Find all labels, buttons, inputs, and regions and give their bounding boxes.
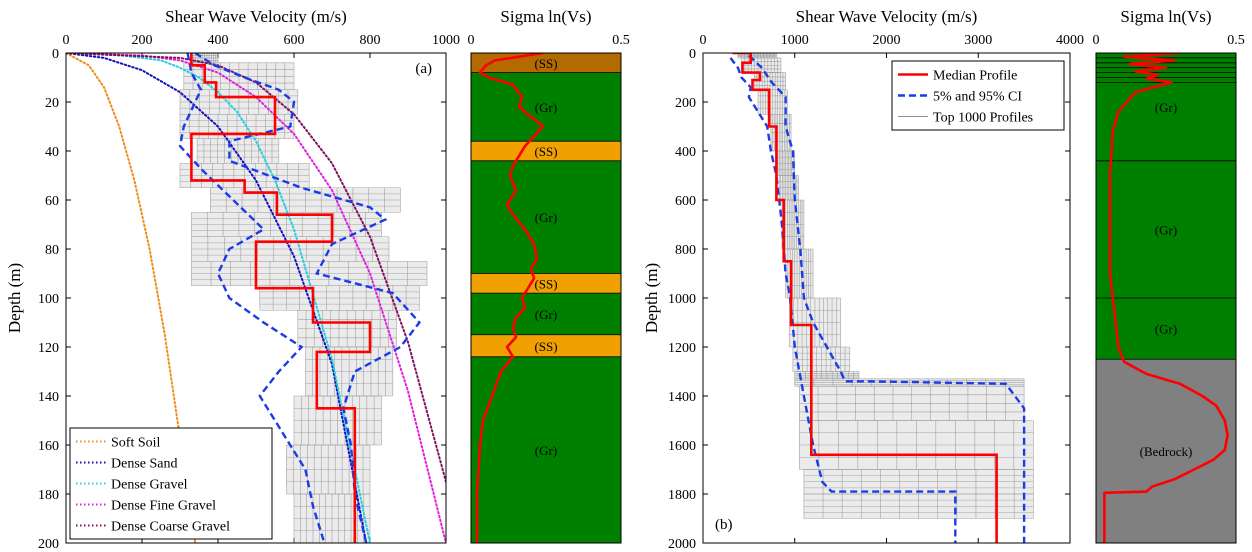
y-tick-label: 180 xyxy=(38,488,59,503)
legend-label: Dense Coarse Gravel xyxy=(111,520,230,535)
legend-label: Dense Sand xyxy=(111,457,178,472)
x-tick-label: 600 xyxy=(284,33,305,48)
layer-label: (Gr) xyxy=(1155,100,1177,115)
layer-5 xyxy=(471,293,621,335)
y-tick-label: 0 xyxy=(52,47,59,62)
layer-4 xyxy=(471,273,621,294)
legend-label: Top 1000 Profiles xyxy=(933,111,1033,126)
y-tick-label: 400 xyxy=(675,145,696,160)
x-tick-label: 1000 xyxy=(781,33,809,48)
legend-label: Soft Soil xyxy=(111,436,161,451)
x-tick-label: 0 xyxy=(1093,33,1100,48)
legend-a: Soft Soil Dense Sand Dense Gravel Dense Fin… xyxy=(69,427,273,540)
x-axis-title: Shear Wave Velocity (m/s) xyxy=(165,7,347,26)
y-tick-label: 0 xyxy=(689,47,696,62)
x-tick-label: 0 xyxy=(63,33,70,48)
axes-b-sigma: 0 0.5 Sigma ln(Vs) xyxy=(1093,7,1245,543)
plot-area-b xyxy=(729,53,1034,543)
x-tick-label: 0 xyxy=(468,33,475,48)
y-tick-label: 160 xyxy=(38,439,59,454)
y-tick-label: 120 xyxy=(38,341,59,356)
chart-title: Sigma ln(Vs) xyxy=(1120,7,1211,26)
plot-frame-a xyxy=(65,52,447,544)
layer-label: (Bedrock) xyxy=(1140,444,1193,459)
y-axis-title: Depth (m) xyxy=(5,263,24,333)
x-tick-label: 400 xyxy=(208,33,229,48)
layer-label: (SS) xyxy=(534,339,557,354)
profiles-band-b xyxy=(737,53,1034,519)
y-tick-label: 80 xyxy=(45,243,59,258)
y-axis-title: Depth (m) xyxy=(642,263,661,333)
y-tick-label: 140 xyxy=(38,390,59,405)
layer-3 xyxy=(471,160,621,274)
layer-3 xyxy=(1096,359,1236,543)
legend-b: Median Profile 5% and 95% CI Top 1000 Prof… xyxy=(891,60,1065,131)
layer-1 xyxy=(471,72,621,142)
legend-label: 5% and 95% CI xyxy=(933,90,1022,105)
x-tick-label: 0 xyxy=(700,33,707,48)
x-tick-label: 0.5 xyxy=(1227,33,1245,48)
y-tick-label: 60 xyxy=(45,194,59,209)
legend-box xyxy=(69,427,273,540)
x-axis-title: Shear Wave Velocity (m/s) xyxy=(796,7,978,26)
x-tick-label: 800 xyxy=(360,33,381,48)
layer-label: (SS) xyxy=(534,276,557,291)
legend-label: Dense Gravel xyxy=(111,478,188,493)
y-tick-label: 1800 xyxy=(668,488,696,503)
series-a-ci-low-6 xyxy=(178,53,326,543)
sigma-line-0 xyxy=(1103,53,1229,543)
x-tick-label: 4000 xyxy=(1056,33,1084,48)
y-tick-label: 200 xyxy=(38,537,59,552)
layer-2 xyxy=(471,141,621,161)
layer-0 xyxy=(1096,53,1236,161)
x-tick-label: 3000 xyxy=(964,33,992,48)
y-tick-label: 1400 xyxy=(668,390,696,405)
y-tick-label: 200 xyxy=(675,96,696,111)
layer-label: (Gr) xyxy=(535,100,557,115)
plot-frame-b-sigma xyxy=(1095,52,1237,544)
y-tick-label: 20 xyxy=(45,96,59,111)
y-tick-label: 2000 xyxy=(668,537,696,552)
y-tick-label: 1200 xyxy=(668,341,696,356)
x-tick-label: 2000 xyxy=(873,33,901,48)
series-b-median-0 xyxy=(732,53,998,543)
layer-label: (Gr) xyxy=(535,443,557,458)
axes-b: 0 1000 2000 3000 4000 0 200 400 600 800 1000 1200 14… xyxy=(642,7,1084,552)
x-tick-label: 0.5 xyxy=(612,33,630,48)
series-a-series-0 xyxy=(66,53,197,543)
panel-label: (a) xyxy=(415,61,432,77)
plot-area-b-sigma: (Gr) (Gr) (Gr) (Bedrock) xyxy=(1096,53,1236,543)
panel-label: (b) xyxy=(715,517,733,533)
layer-1 xyxy=(1096,160,1236,298)
y-tick-label: 800 xyxy=(675,243,696,258)
plot-frame-a-sigma xyxy=(470,52,622,544)
plot-area-a-sigma: (SS) (Gr) (SS) (Gr) (SS) (Gr) (SS) (Gr) xyxy=(471,53,621,543)
y-tick-label: 600 xyxy=(675,194,696,209)
x-tick-label: 200 xyxy=(132,33,153,48)
layer-label: (SS) xyxy=(534,144,557,159)
plot-frame-b xyxy=(702,52,1071,544)
layer-label: (Gr) xyxy=(1155,222,1177,237)
plot-area-a xyxy=(66,53,446,543)
layer-label: (SS) xyxy=(534,56,557,71)
chart-title: Sigma ln(Vs) xyxy=(500,7,591,26)
y-tick-label: 40 xyxy=(45,145,59,160)
y-tick-label: 1600 xyxy=(668,439,696,454)
x-tick-label: 1000 xyxy=(432,33,460,48)
series-a-ci-high-7 xyxy=(194,53,421,543)
series-a-median-5 xyxy=(190,53,372,543)
legend-label: Median Profile xyxy=(933,69,1017,84)
series-a-series-1 xyxy=(66,53,368,543)
layer-label: (Gr) xyxy=(535,210,557,225)
series-b-ci-high-2 xyxy=(748,54,1026,543)
layer-label: (Gr) xyxy=(1155,322,1177,337)
y-tick-label: 1000 xyxy=(668,292,696,307)
axes-a: 0 200 400 600 800 1000 0 20 40 60 80 100 120 140 160 18… xyxy=(5,7,460,552)
legend-label: Dense Fine Gravel xyxy=(111,499,216,514)
sigma-line-0 xyxy=(475,53,545,543)
layer-label: (Gr) xyxy=(535,307,557,322)
series-a-series-2 xyxy=(66,53,371,543)
y-tick-label: 100 xyxy=(38,292,59,307)
